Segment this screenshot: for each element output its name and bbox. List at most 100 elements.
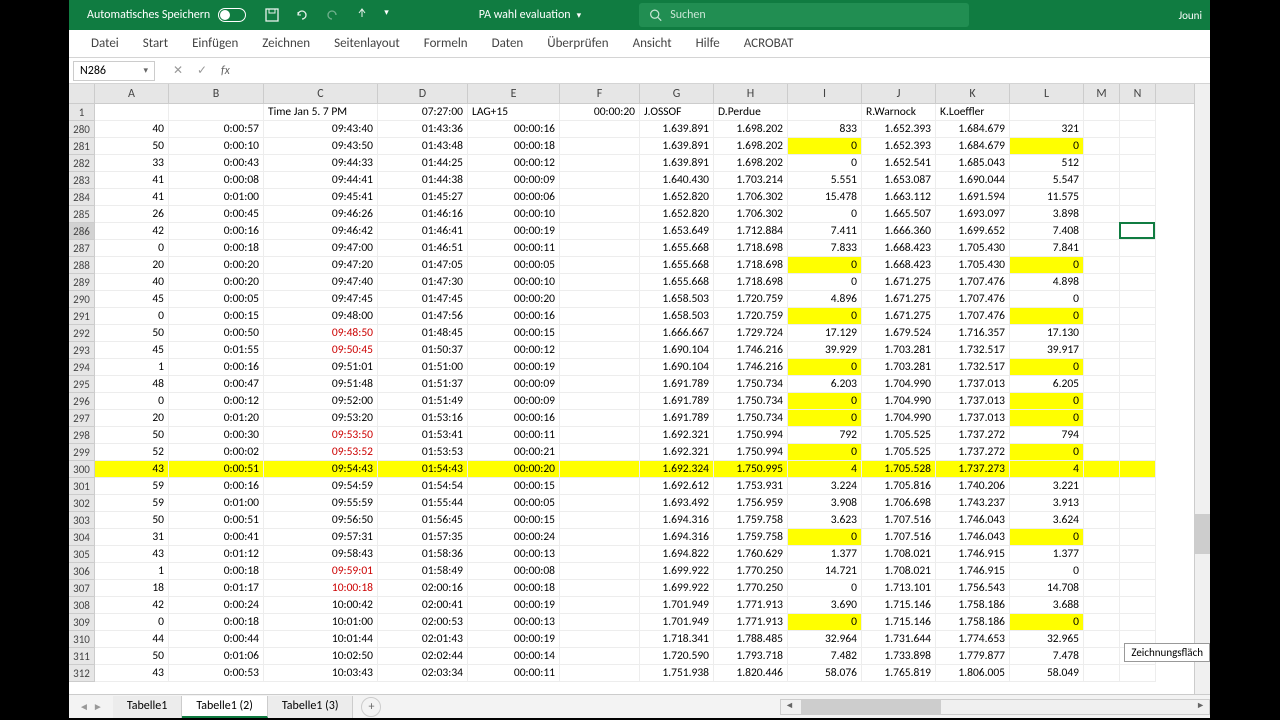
cell[interactable] [1084,597,1120,614]
cell[interactable]: 1.707.516 [862,529,936,546]
cell[interactable]: 09:44:33 [264,155,378,172]
save-icon[interactable] [264,7,280,23]
cell[interactable]: 0 [95,308,169,325]
cell[interactable]: 1.666.667 [640,325,714,342]
cell[interactable]: 4 [788,461,862,478]
cell[interactable]: 6.205 [1010,376,1084,393]
cell[interactable]: 1.639.891 [640,155,714,172]
cell[interactable]: LAG+15 [468,104,560,121]
cell[interactable]: 0:00:10 [169,138,264,155]
row-header[interactable]: 291 [69,308,95,325]
cell[interactable]: 3.623 [788,512,862,529]
cell[interactable]: 00:00:06 [468,189,560,206]
cell[interactable] [1084,614,1120,631]
cell[interactable] [560,206,640,223]
cell[interactable]: 00:00:19 [468,223,560,240]
cell[interactable]: 1.737.013 [936,410,1010,427]
cell[interactable] [1084,580,1120,597]
cell[interactable]: 1.703.281 [862,342,936,359]
cell[interactable]: 1.779.877 [936,648,1010,665]
cell[interactable]: 00:00:11 [468,427,560,444]
row-header[interactable]: 310 [69,631,95,648]
cell[interactable] [95,104,169,121]
cell[interactable]: 1.704.990 [862,376,936,393]
cell[interactable]: 58.076 [788,665,862,682]
cell[interactable]: 01:43:48 [378,138,468,155]
row-header[interactable]: 293 [69,342,95,359]
sheet-tab[interactable]: Tabelle1 (3) [268,696,354,718]
column-header-B[interactable]: B [169,84,264,103]
cell[interactable]: 1.737.272 [936,444,1010,461]
cell[interactable]: 0 [95,614,169,631]
ribbon-tab-zeichnen[interactable]: Zeichnen [250,31,322,56]
cell[interactable]: 1.704.990 [862,393,936,410]
cell[interactable]: 09:48:50 [264,325,378,342]
cell[interactable]: 01:54:54 [378,478,468,495]
toggle-switch[interactable] [218,8,246,22]
cell[interactable]: 1.658.503 [640,308,714,325]
cell[interactable]: 10:01:44 [264,631,378,648]
cell[interactable]: 1.806.005 [936,665,1010,682]
cell[interactable] [1084,308,1120,325]
cell[interactable] [1084,665,1120,682]
cell[interactable]: 10:02:50 [264,648,378,665]
cell[interactable]: 09:50:45 [264,342,378,359]
cell[interactable]: 33 [95,155,169,172]
cell[interactable] [1084,546,1120,563]
cell[interactable] [1120,563,1156,580]
cell[interactable]: 01:51:49 [378,393,468,410]
qat-dropdown-icon[interactable]: ▾ [384,7,389,23]
cell[interactable]: 1.705.430 [936,240,1010,257]
cell[interactable] [1084,155,1120,172]
cell[interactable]: 1.692.324 [640,461,714,478]
name-box[interactable]: N286 ▾ [73,61,155,81]
cell[interactable]: 1.704.990 [862,410,936,427]
cell[interactable]: 0:00:20 [169,257,264,274]
cell[interactable]: 10:01:00 [264,614,378,631]
cell[interactable]: 0 [788,274,862,291]
cell[interactable] [1084,138,1120,155]
cell[interactable] [560,563,640,580]
cell[interactable] [1084,461,1120,478]
row-header[interactable]: 295 [69,376,95,393]
cell[interactable]: 0:01:55 [169,342,264,359]
cell[interactable]: 09:51:48 [264,376,378,393]
cell[interactable]: 10:03:43 [264,665,378,682]
cell[interactable]: 0 [1010,291,1084,308]
cell[interactable]: 1.377 [1010,546,1084,563]
row-header[interactable]: 290 [69,291,95,308]
cell[interactable]: 7.478 [1010,648,1084,665]
cell[interactable]: 01:45:27 [378,189,468,206]
row-header[interactable]: 304 [69,529,95,546]
cell[interactable] [1084,427,1120,444]
cell[interactable]: 09:46:42 [264,223,378,240]
cell[interactable]: 00:00:15 [468,512,560,529]
cell[interactable] [1084,376,1120,393]
cell[interactable] [1120,172,1156,189]
cell[interactable]: 50 [95,648,169,665]
cell[interactable]: 4.896 [788,291,862,308]
cell[interactable]: 1.751.938 [640,665,714,682]
column-header-N[interactable]: N [1120,84,1156,103]
cell[interactable]: 6.203 [788,376,862,393]
cell[interactable] [1084,359,1120,376]
ribbon-tab-datei[interactable]: Datei [79,31,131,56]
cell[interactable]: 1.377 [788,546,862,563]
cell[interactable]: 1.756.959 [714,495,788,512]
cell[interactable] [1084,563,1120,580]
cell[interactable] [1120,274,1156,291]
column-header-F[interactable]: F [560,84,640,103]
cell[interactable]: 0:00:44 [169,631,264,648]
cell[interactable]: 0 [788,138,862,155]
cell[interactable]: 01:55:44 [378,495,468,512]
cell[interactable]: Time Jan 5. 7 PM [264,104,378,121]
cell[interactable]: 09:47:45 [264,291,378,308]
cell[interactable]: 09:54:43 [264,461,378,478]
cell[interactable]: 01:53:53 [378,444,468,461]
cell[interactable]: 0:00:12 [169,393,264,410]
cell[interactable]: 1.759.758 [714,512,788,529]
ribbon-tab-hilfe[interactable]: Hilfe [684,31,732,56]
cell[interactable]: 1.737.273 [936,461,1010,478]
cell[interactable]: 5.551 [788,172,862,189]
search-bar[interactable] [639,3,969,27]
